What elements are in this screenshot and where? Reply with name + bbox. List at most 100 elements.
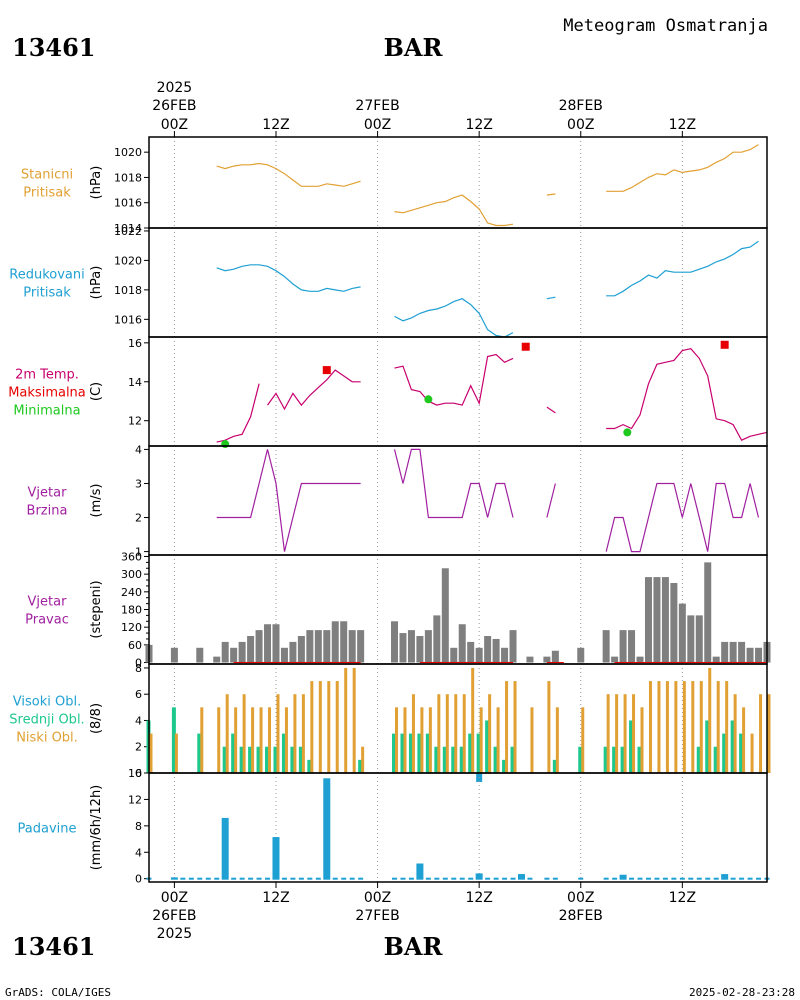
cloud-bar — [318, 681, 322, 773]
tmin-marker — [221, 440, 230, 449]
precip-trace — [400, 877, 406, 880]
x-tick-label-top: 12Z — [465, 117, 492, 133]
y-tick-label: 8 — [135, 662, 142, 675]
wind-direction-bar — [577, 647, 585, 663]
wind-direction-bar — [687, 615, 695, 663]
y-tick-label: 2 — [135, 512, 142, 525]
panel-label: Minimalna — [13, 404, 80, 419]
cloud-bar — [276, 694, 280, 773]
wind-direction-bar — [264, 624, 272, 663]
wind-direction-bar — [611, 656, 619, 663]
precip-trace — [392, 877, 398, 880]
cloud-bar — [361, 746, 365, 773]
y-tick-label: 1016 — [114, 313, 142, 326]
wind-direction-bar — [755, 647, 763, 663]
precip-trace — [688, 877, 694, 880]
cloud-bar — [242, 694, 246, 773]
cloud-bar — [307, 759, 312, 773]
cloud-bar — [428, 707, 432, 773]
y-axis-label: (8/8) — [89, 703, 104, 734]
cloud-bar — [174, 733, 178, 773]
precip-bar — [475, 873, 483, 880]
x-tick-label-top: 12Z — [262, 117, 289, 133]
precip-trace — [180, 877, 186, 880]
wind-direction-bar — [704, 562, 712, 663]
cloud-bar — [615, 694, 619, 773]
cloud-bar — [620, 746, 625, 773]
cloud-bar — [197, 733, 202, 773]
cloud-bar — [411, 694, 415, 773]
panel-label: Niski Obl. — [16, 731, 78, 746]
y-tick-label: 8 — [135, 820, 142, 833]
cloud-bar — [476, 733, 481, 773]
precip-trace — [493, 877, 499, 880]
precip-trace — [679, 877, 685, 880]
precip-trace — [502, 877, 508, 880]
y-tick-label: 1014 — [114, 222, 142, 235]
wind-direction-bar — [170, 647, 178, 663]
y-tick-label: 4 — [135, 714, 142, 727]
wind-direction-bar — [357, 630, 365, 663]
tmax-marker — [720, 340, 729, 349]
y-axis-label: (hPa) — [89, 266, 104, 300]
cloud-bar — [733, 694, 737, 773]
wind-direction-bar — [424, 630, 432, 663]
precip-trace — [485, 877, 491, 880]
cloud-bar — [408, 733, 413, 773]
wind-direction-bar — [636, 656, 644, 663]
wind-direction-bar — [272, 624, 280, 663]
wind-direction-bar — [712, 656, 720, 663]
cloud-bar — [335, 681, 339, 773]
wind-direction-bar — [602, 630, 610, 663]
x-tick-label-bottom: 12Z — [669, 890, 696, 906]
precip-trace — [188, 877, 194, 880]
x-tick-label-bottom: 12Z — [262, 890, 289, 906]
series-line — [216, 449, 361, 552]
cloud-bar — [629, 720, 634, 773]
x-tick-label-top: 12Z — [669, 117, 696, 133]
panel-label: Stanicni — [21, 168, 73, 183]
footer-credit: GrADS: COLA/IGES — [5, 986, 111, 999]
precip-trace — [256, 877, 262, 880]
y-tick-label: 16 — [128, 767, 142, 780]
cloud-bar — [434, 746, 439, 773]
wind-direction-bar — [543, 656, 551, 663]
day-label-bottom: 27FEB — [355, 908, 399, 924]
cloud-bar — [708, 667, 712, 773]
cloud-bar — [256, 746, 261, 773]
station-name-top: BAR — [384, 33, 444, 62]
y-tick-label: 0 — [135, 657, 142, 670]
cloud-bar — [462, 694, 466, 773]
y-tick-label: 1020 — [114, 254, 142, 267]
series-line — [393, 448, 514, 519]
y-tick-label: 360 — [121, 550, 142, 563]
year-label-bottom: 2025 — [157, 926, 193, 942]
panel-clouds: 0 2 4 6 8 (8/8) Visoki Obl. Srednji Obl. Niski O… — [9, 662, 771, 782]
wind-direction-bar — [695, 615, 703, 663]
cloud-bar — [578, 746, 583, 773]
panel-temp: 12 14 16 (C) 2m Temp. Maksimalna Minimalna — [8, 336, 768, 449]
panel-label: Visoki Obl. — [13, 695, 81, 710]
x-tick-label-top: 00Z — [567, 117, 594, 133]
cloud-bar — [392, 733, 397, 773]
precip-trace — [358, 877, 364, 880]
panel-frame — [148, 136, 768, 229]
y-tick-label: 300 — [121, 568, 142, 581]
station-name-bottom: BAR — [384, 932, 444, 961]
y-tick-label: 12 — [128, 793, 142, 806]
cloud-bar — [713, 746, 718, 773]
series-line — [216, 383, 260, 443]
cloud-bar — [725, 681, 729, 773]
wind-direction-bar — [230, 647, 238, 663]
wind-direction-bar — [492, 638, 500, 663]
cloud-bar — [657, 681, 661, 773]
y-tick-label: 2 — [135, 741, 142, 754]
day-label-bottom: 28FEB — [559, 908, 603, 924]
y-tick-label: 240 — [121, 586, 142, 599]
cloud-bar — [555, 707, 559, 773]
day-label-top: 28FEB — [559, 98, 603, 114]
cloud-bar — [298, 746, 303, 773]
cloud-bar — [231, 733, 236, 773]
series-line — [394, 194, 514, 227]
